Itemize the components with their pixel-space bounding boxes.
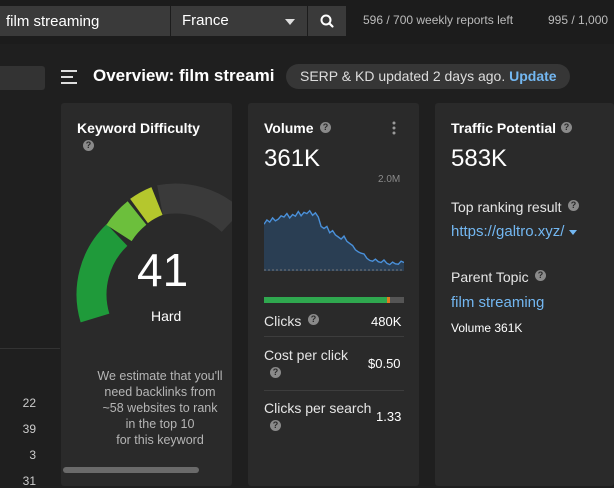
left-panel-tab[interactable] (0, 66, 45, 90)
other-usage: 995 / 1,000 (548, 13, 609, 27)
top-toolbar: France 596 / 700 weekly reports left 995… (0, 0, 614, 44)
left-row-value: 22 (22, 396, 36, 410)
help-icon[interactable]: ? (270, 367, 281, 378)
clicks-value: 480K (371, 314, 402, 329)
country-select-value: France (182, 12, 229, 29)
search-button[interactable] (308, 6, 346, 36)
horizontal-scrollbar[interactable] (63, 467, 199, 473)
traffic-title: Traffic Potential (451, 120, 557, 136)
clicks-label: Clicks (264, 313, 302, 329)
parent-volume: Volume 361K (451, 321, 523, 335)
update-status-text: SERP & KD updated 2 days ago. (300, 68, 506, 84)
left-panel-divider (0, 348, 60, 349)
weekly-reports-usage: 596 / 700 weekly reports left (363, 13, 514, 27)
chart-max-label: 2.0M (378, 174, 401, 185)
help-icon[interactable]: ? (83, 140, 94, 151)
cpc-value: $0.50 (368, 356, 401, 371)
chevron-down-icon (285, 19, 295, 25)
clicks-bar (264, 297, 404, 303)
left-row-value: 31 (22, 474, 36, 488)
more-options-icon[interactable] (391, 121, 397, 137)
kd-level: Hard (151, 308, 182, 324)
top-result-label: Top ranking result (451, 199, 562, 215)
help-icon[interactable]: ? (270, 420, 281, 431)
keyword-search-input[interactable] (0, 6, 170, 36)
kd-estimate: We estimate that you'll need backlinks f… (97, 369, 223, 447)
cps-value: 1.33 (376, 409, 402, 424)
traffic-value: 583K (451, 145, 508, 172)
kd-value: 41 (137, 244, 189, 296)
clicks-bar-orange (387, 297, 390, 303)
help-icon[interactable]: ? (568, 200, 579, 211)
chevron-down-icon[interactable] (568, 229, 577, 235)
search-icon (320, 14, 334, 28)
left-row-value: 39 (22, 422, 36, 436)
country-select[interactable]: France (171, 6, 307, 36)
clicks-bar-gray (390, 297, 404, 303)
volume-title: Volume (264, 120, 314, 136)
help-icon[interactable]: ? (535, 270, 546, 281)
traffic-potential-card: Traffic Potential ? 583K Top ranking res… (435, 103, 614, 486)
kd-gauge (76, 183, 232, 323)
clicks-bar-green (264, 297, 388, 303)
help-icon[interactable]: ? (561, 122, 572, 133)
top-result-link[interactable]: https://galtro.xyz/ (451, 223, 577, 240)
volume-card: Volume ? 361K 2.0M Clicks ? 480K Cost pe… (248, 103, 419, 486)
left-row-value: 3 (29, 448, 36, 462)
divider (264, 390, 404, 391)
help-icon[interactable]: ? (320, 122, 331, 133)
kd-title: Keyword Difficulty (77, 120, 200, 136)
update-status-pill: SERP & KD updated 2 days ago. Update (286, 64, 570, 89)
menu-icon[interactable] (61, 70, 77, 84)
volume-line (264, 209, 404, 266)
cpc-label: Cost per click (264, 347, 349, 363)
page-title: Overview: film streami (93, 66, 275, 85)
volume-area (264, 210, 404, 271)
update-link[interactable]: Update (509, 68, 557, 84)
divider (264, 336, 404, 337)
parent-topic-label: Parent Topic (451, 269, 529, 285)
cps-label: Clicks per search (264, 400, 372, 416)
volume-chart (264, 209, 404, 271)
parent-topic-link[interactable]: film streaming (451, 294, 545, 311)
keyword-difficulty-card: Keyword Difficulty ? 41 Hard We estimate… (61, 103, 232, 486)
volume-value: 361K (264, 145, 321, 172)
help-icon[interactable]: ? (308, 314, 319, 325)
